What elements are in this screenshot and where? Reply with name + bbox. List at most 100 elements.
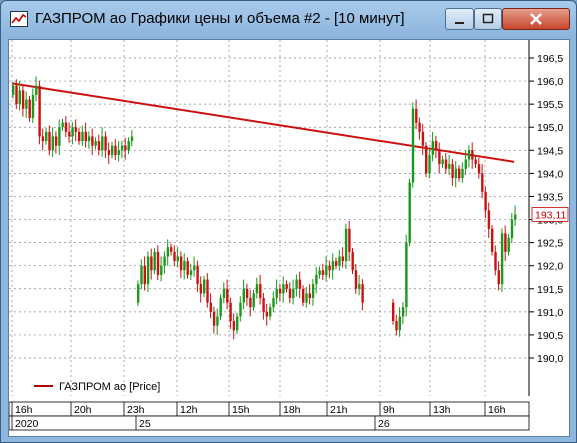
candle xyxy=(239,302,242,317)
candle xyxy=(97,141,101,151)
title-bar[interactable]: ГАЗПРОМ ао Графики цены и объема #2 - [1… xyxy=(1,1,576,39)
candle xyxy=(504,233,507,252)
window-title: ГАЗПРОМ ао Графики цены и объема #2 - [1… xyxy=(35,10,405,27)
date-tick-label: 25 xyxy=(139,418,151,430)
candle xyxy=(12,85,15,95)
date-tick-label: 26 xyxy=(378,418,390,430)
candle xyxy=(150,256,153,271)
candle xyxy=(18,90,21,105)
time-tick-label: 15h xyxy=(232,404,250,416)
candle xyxy=(232,321,236,331)
candle xyxy=(275,288,278,298)
candle xyxy=(292,288,295,298)
candle xyxy=(481,173,484,192)
candle xyxy=(487,210,491,229)
close-icon xyxy=(530,13,542,25)
time-tick-label: 12h xyxy=(180,404,198,416)
candle xyxy=(295,279,298,289)
candle xyxy=(491,228,494,252)
candle xyxy=(199,284,203,294)
price-tick-label: 193,5 xyxy=(537,191,563,203)
candle xyxy=(31,94,35,118)
candle xyxy=(242,288,245,303)
maximize-button[interactable] xyxy=(474,8,502,30)
price-tick-label: 195,5 xyxy=(537,99,563,111)
candle xyxy=(140,265,143,285)
candle xyxy=(272,298,275,308)
candle xyxy=(454,168,458,178)
candle xyxy=(252,293,255,308)
candle xyxy=(38,85,41,137)
candle xyxy=(163,256,166,266)
candle xyxy=(467,150,471,160)
minimize-button[interactable] xyxy=(445,8,474,30)
candle xyxy=(160,265,163,275)
candle xyxy=(222,288,226,298)
candle xyxy=(81,131,84,142)
candle xyxy=(418,122,421,132)
candle xyxy=(117,150,120,155)
candle xyxy=(315,274,318,285)
candle xyxy=(438,150,441,165)
candle xyxy=(477,164,481,174)
price-tick-label: 191,5 xyxy=(537,284,563,296)
candle xyxy=(425,145,428,174)
time-tick-label: 16h xyxy=(15,404,33,416)
time-tick-label: 18h xyxy=(283,404,301,416)
candle xyxy=(464,159,467,169)
price-chart[interactable]: 196,5196,0195,5195,0194,5194,0193,5193,0… xyxy=(9,40,569,436)
price-tick-label: 196,0 xyxy=(537,76,563,88)
time-tick-label: 13h xyxy=(433,404,451,416)
candle xyxy=(25,99,28,109)
candle xyxy=(259,284,262,298)
candle xyxy=(130,136,134,142)
candle xyxy=(94,141,97,146)
candle xyxy=(341,256,344,262)
trend-line[interactable] xyxy=(11,82,515,163)
candle xyxy=(331,261,335,271)
candle xyxy=(302,288,305,303)
candle xyxy=(255,284,259,294)
time-tick-label: 20h xyxy=(74,404,92,416)
candle xyxy=(196,265,199,285)
candle xyxy=(245,288,249,298)
candle xyxy=(91,136,94,146)
candle xyxy=(127,141,130,151)
candle xyxy=(203,279,206,294)
candle xyxy=(173,251,176,262)
candle xyxy=(398,316,401,331)
chart-area: 196,5196,0195,5195,0194,5194,0193,5193,0… xyxy=(8,39,570,437)
candle xyxy=(186,261,189,275)
candle xyxy=(107,150,111,155)
candle xyxy=(156,251,160,275)
candle xyxy=(45,131,48,142)
candle xyxy=(405,242,408,308)
candle xyxy=(114,145,117,155)
candle xyxy=(153,251,156,271)
candle xyxy=(68,131,71,137)
candle xyxy=(206,279,209,303)
candle xyxy=(431,141,434,155)
candle xyxy=(226,288,229,303)
candle xyxy=(411,108,415,183)
candle xyxy=(434,141,438,151)
maximize-icon xyxy=(482,13,494,24)
candle xyxy=(189,270,193,275)
candle xyxy=(448,164,451,169)
candle xyxy=(415,108,418,123)
candle xyxy=(282,284,285,294)
candle xyxy=(209,302,212,312)
time-tick-label: 21h xyxy=(330,404,348,416)
candle xyxy=(179,256,183,271)
candle xyxy=(311,284,315,298)
candle xyxy=(170,247,173,252)
candle xyxy=(344,228,348,262)
candle xyxy=(401,307,405,317)
close-button[interactable] xyxy=(502,8,570,30)
candle xyxy=(408,182,411,243)
candle xyxy=(444,159,448,169)
last-price-label: 193,11 xyxy=(535,209,566,221)
candle xyxy=(78,131,81,142)
chart-app-icon xyxy=(10,11,28,27)
candle xyxy=(358,284,361,289)
